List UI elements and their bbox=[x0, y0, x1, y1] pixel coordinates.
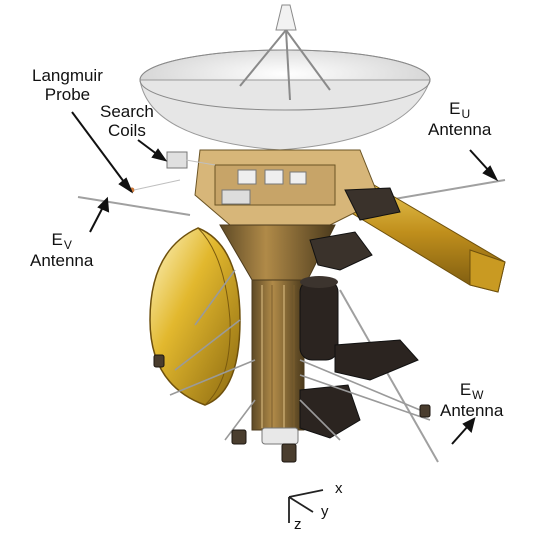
ew-antenna-label: EW Antenna bbox=[440, 380, 503, 420]
coordinate-axes bbox=[288, 489, 324, 523]
eu-arrow bbox=[469, 149, 491, 173]
eu-antenna-label: EU Antenna bbox=[428, 99, 491, 139]
high-gain-antenna bbox=[139, 4, 431, 151]
ev-letter: E bbox=[51, 230, 63, 249]
eu-subscript: U bbox=[461, 107, 471, 121]
struts bbox=[169, 269, 431, 441]
y-axis bbox=[288, 496, 314, 513]
leader-arrows bbox=[71, 111, 499, 445]
ew-subscript: W bbox=[472, 388, 484, 402]
dark-components bbox=[299, 187, 419, 439]
langmuir-probe-label: Langmuir Probe bbox=[32, 66, 103, 104]
y-axis-label: y bbox=[321, 503, 329, 520]
eu-title: EU bbox=[428, 99, 491, 121]
upper-equipment-module bbox=[194, 149, 381, 226]
langmuir-arrow bbox=[71, 111, 128, 187]
search-coils-arrow bbox=[137, 139, 159, 156]
thrusters bbox=[153, 354, 431, 463]
eu-line2: Antenna bbox=[428, 120, 492, 139]
langmuir-line1: Langmuir bbox=[32, 66, 103, 85]
z-axis-label: z bbox=[294, 516, 302, 533]
search-coils-unit bbox=[166, 151, 188, 169]
main-body bbox=[219, 224, 336, 431]
search-line1: Search bbox=[100, 102, 154, 121]
ev-title: EV bbox=[30, 230, 93, 252]
ev-line2: Antenna bbox=[30, 251, 94, 270]
search-coils-label: Search Coils bbox=[100, 102, 154, 140]
x-axis-label: x bbox=[335, 480, 343, 497]
search-line2: Coils bbox=[108, 121, 146, 140]
ew-arrow bbox=[451, 425, 469, 445]
ew-title: EW bbox=[440, 380, 503, 402]
probe-markers bbox=[129, 151, 216, 193]
x-axis bbox=[288, 489, 324, 498]
ew-line2: Antenna bbox=[440, 401, 504, 420]
eu-letter: E bbox=[449, 99, 461, 118]
ev-antenna-label: EV Antenna bbox=[30, 230, 93, 270]
ew-antenna-rod bbox=[339, 289, 439, 463]
gold-probe-dish bbox=[149, 227, 241, 406]
langmuir-line2: Probe bbox=[44, 85, 91, 104]
ev-arrow bbox=[89, 206, 104, 233]
ev-antenna-rod bbox=[77, 196, 191, 216]
ev-subscript: V bbox=[63, 238, 72, 252]
ew-letter: E bbox=[459, 380, 472, 399]
